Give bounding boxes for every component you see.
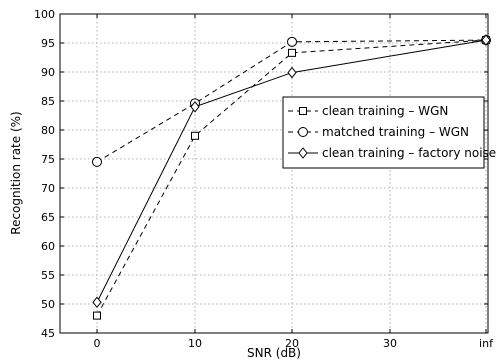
square-point (94, 312, 101, 319)
x-tick-label: 10 (188, 337, 202, 350)
grid-lines (60, 14, 488, 333)
series-square (94, 37, 490, 320)
square-point (289, 49, 296, 56)
circle-point (288, 37, 297, 46)
y-tick-label: 45 (41, 327, 55, 340)
y-tick-label: 65 (41, 211, 55, 224)
legend: clean training – WGN matched training – W… (283, 97, 496, 168)
series-line (97, 40, 486, 302)
diamond-point (93, 297, 101, 307)
y-tick-label: 85 (41, 95, 55, 108)
x-tick-label: 30 (383, 337, 397, 350)
x-tick-label: 0 (94, 337, 101, 350)
x-tick-label: inf (479, 337, 494, 350)
legend-circle-marker (299, 128, 308, 137)
legend-label: clean training – factory noise (322, 146, 496, 160)
y-tick-label: 100 (34, 8, 55, 21)
square-point (192, 132, 199, 139)
circle-point (93, 157, 102, 166)
y-tick-label: 70 (41, 182, 55, 195)
y-tick-label: 80 (41, 124, 55, 137)
legend-label: clean training – WGN (322, 104, 448, 118)
y-tick-label: 90 (41, 66, 55, 79)
plot-frame (60, 14, 488, 333)
y-tick-label: 60 (41, 240, 55, 253)
x-axis-title: SNR (dB) (247, 346, 301, 360)
y-tick-label: 50 (41, 298, 55, 311)
legend-square-marker (300, 108, 307, 115)
diamond-point (288, 68, 296, 78)
data-series (93, 35, 491, 319)
legend-label: matched training – WGN (322, 125, 469, 139)
y-tick-label: 95 (41, 37, 55, 50)
series-line (97, 40, 486, 316)
y-tick-label: 75 (41, 153, 55, 166)
y-axis-title: Recognition rate (%) (9, 111, 23, 234)
series-diamond (93, 35, 490, 307)
y-tick-label: 55 (41, 269, 55, 282)
